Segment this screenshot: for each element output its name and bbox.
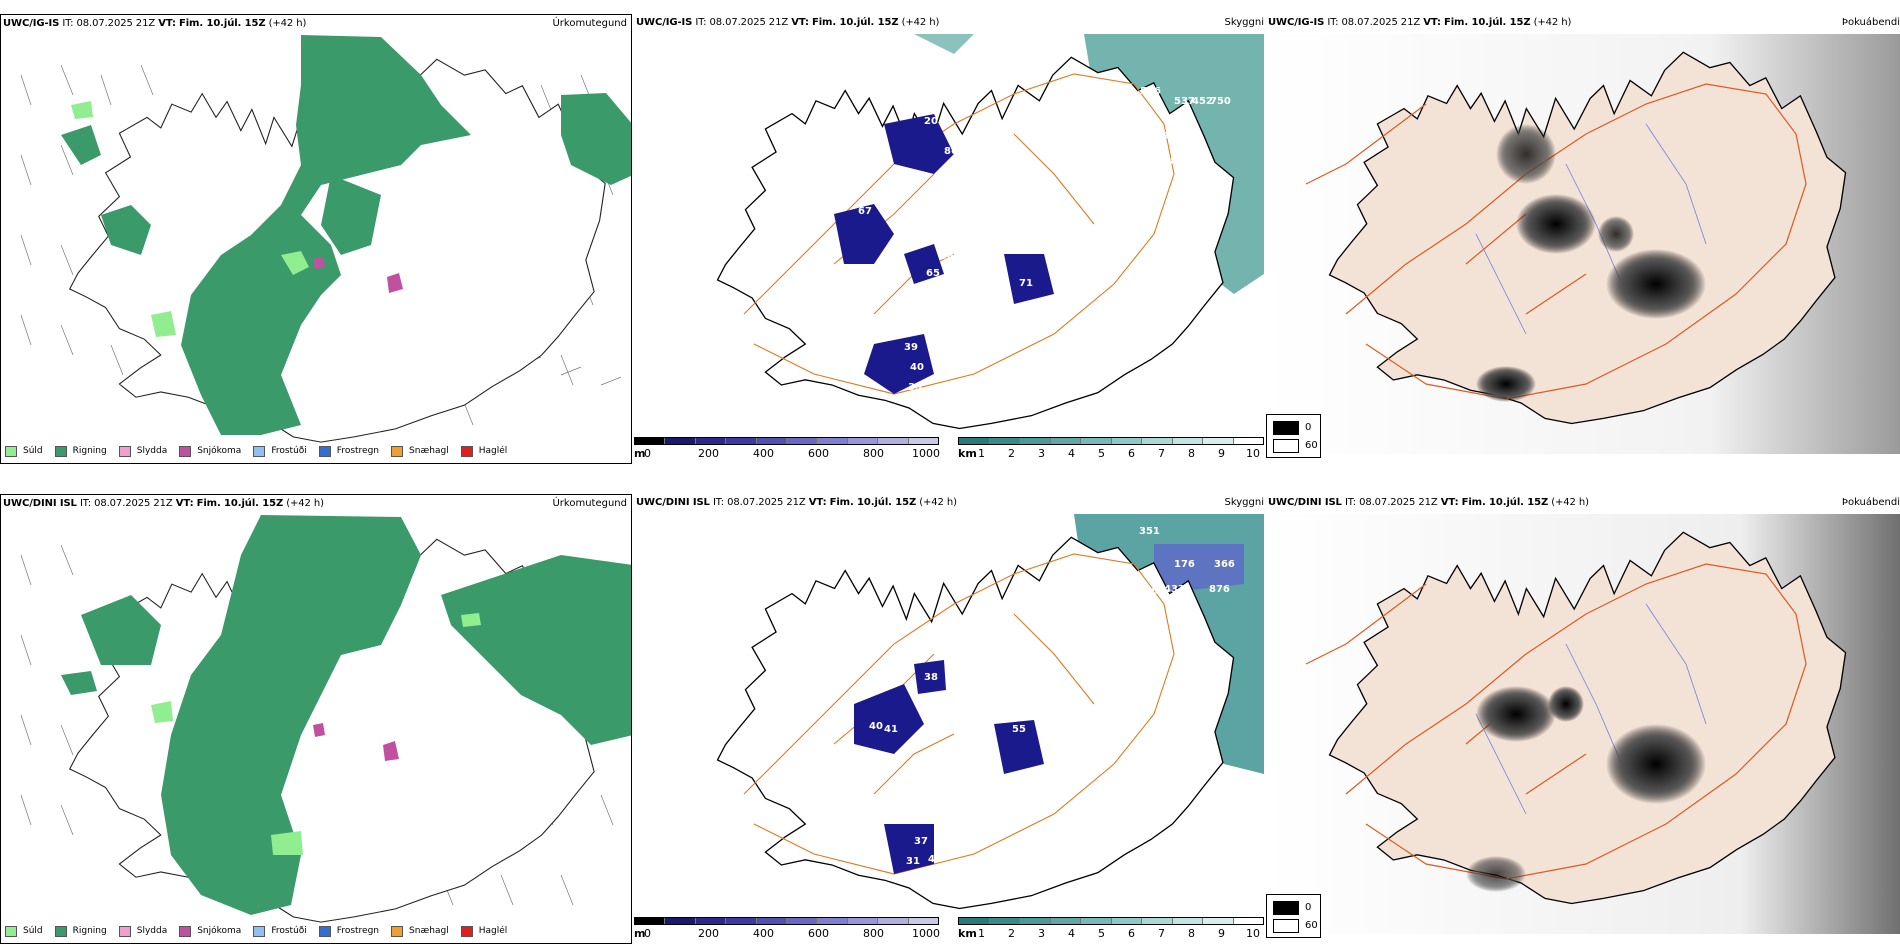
- svg-text:81: 81: [888, 316, 902, 327]
- svg-text:40: 40: [910, 362, 924, 373]
- fog-map-bottom: [1266, 514, 1900, 934]
- svg-text:63: 63: [904, 816, 918, 827]
- fog-index-areas: [1476, 124, 1706, 402]
- svg-text:31: 31: [936, 386, 950, 397]
- row2-precip-header: UWC/DINI ISL IT: 08.07.2025 21Z VT: Fim.…: [3, 498, 324, 509]
- legend-item-rigning: Rigning: [54, 445, 107, 457]
- svg-text:70: 70: [889, 221, 903, 232]
- svg-text:42: 42: [928, 854, 942, 865]
- model-name: UWC/IG-IS: [3, 18, 60, 29]
- legend-item-slydda: Slydda: [118, 445, 167, 457]
- fog-legend: 0 60: [1266, 894, 1321, 938]
- low-cloud-areas: [834, 114, 1054, 394]
- legend-item-frostudi: Frostúði: [253, 445, 307, 457]
- svg-text:31: 31: [906, 856, 920, 867]
- svg-text:39: 39: [904, 342, 918, 353]
- svg-text:38: 38: [940, 251, 954, 262]
- km-colorbar: km 1 2 3 4 5 6 7 8 9 10: [958, 437, 1264, 463]
- legend-item-snjokoma: Snjókoma: [179, 445, 241, 457]
- svg-text:86: 86: [944, 146, 958, 157]
- legend-item-haglel: Haglél: [460, 445, 507, 457]
- legend-item-sudd: Súld: [5, 445, 43, 457]
- svg-text:71: 71: [1019, 278, 1033, 289]
- precip-map-bottom: [20, 515, 631, 923]
- svg-text:37: 37: [914, 836, 928, 847]
- legend-item-snaehagl: Snæhagl: [391, 445, 449, 457]
- legend-item-haglel: Haglél: [460, 925, 507, 937]
- cloud-map-panel-top: 70 38 38 65 71 81 39 40 35 31 58 536 537…: [634, 14, 1264, 464]
- svg-text:38: 38: [934, 728, 948, 739]
- cloud-product-title: Skyggni: [1224, 497, 1264, 508]
- km-colorbar: km 1 2 3 4 5 6 7 8 9 10: [958, 917, 1264, 943]
- cloud-map-panel-bottom: 38 40 41 70 55 63 37 31 42 38 351 176 36…: [634, 494, 1264, 944]
- legend-item-frostregn: Frostregn: [318, 925, 379, 937]
- legend-item-frostudi: Frostúði: [253, 925, 307, 937]
- legend-item-snaehagl: Snæhagl: [391, 925, 449, 937]
- svg-text:67: 67: [858, 206, 872, 217]
- svg-text:107: 107: [1140, 606, 1161, 617]
- svg-text:80: 80: [1170, 156, 1184, 167]
- precip-product-title: Úrkomutegund: [552, 18, 627, 29]
- svg-text:709: 709: [1148, 131, 1169, 142]
- svg-text:38: 38: [924, 672, 938, 683]
- svg-text:40: 40: [869, 721, 883, 732]
- height-colorbar: m 0 200 400 600 800 1000: [634, 437, 944, 463]
- precip-map-panel-bottom: UWC/DINI ISL IT: 08.07.2025 21Z VT: Fim.…: [0, 494, 632, 944]
- rain-areas: [61, 35, 631, 435]
- svg-text:65: 65: [926, 268, 940, 279]
- svg-text:70: 70: [852, 748, 866, 759]
- row2-cloud-header: UWC/DINI ISL IT: 08.07.2025 21Z VT: Fim.…: [636, 497, 957, 508]
- svg-text:35: 35: [908, 382, 922, 393]
- svg-text:876: 876: [1209, 584, 1230, 595]
- fog-map-top: [1266, 34, 1900, 454]
- svg-text:537: 537: [1174, 96, 1195, 107]
- svg-text:366: 366: [1214, 559, 1235, 570]
- legend-item-snjokoma: Snjókoma: [179, 925, 241, 937]
- row1-cloud-header: UWC/IG-IS IT: 08.07.2025 21Z VT: Fim. 10…: [636, 17, 940, 28]
- cloud-map-bottom: 38 40 41 70 55 63 37 31 42 38 351 176 36…: [716, 514, 1264, 910]
- svg-text:750: 750: [1210, 96, 1231, 107]
- row2-fog-header: UWC/DINI ISL IT: 08.07.2025 21Z VT: Fim.…: [1268, 497, 1589, 508]
- precip-legend: Súld Rigning Slydda Snjókoma Frostúði Fr…: [5, 923, 519, 939]
- precip-map-top: [20, 35, 631, 443]
- legend-item-slydda: Slydda: [118, 925, 167, 937]
- svg-text:76: 76: [1144, 586, 1158, 597]
- svg-text:107: 107: [954, 181, 975, 192]
- precip-map-panel-top: UWC/IG-IS IT: 08.07.2025 21Z VT: Fim. 10…: [0, 14, 632, 464]
- legend-item-sudd: Súld: [5, 925, 43, 937]
- legend-item-rigning: Rigning: [54, 925, 107, 937]
- svg-text:55: 55: [1012, 724, 1026, 735]
- fog-legend: 0 60: [1266, 414, 1321, 458]
- precip-legend: Súld Rigning Slydda Snjókoma Frostúði Fr…: [5, 443, 519, 459]
- svg-text:176: 176: [1174, 559, 1195, 570]
- visibility-labels: 70 38 38 65 71 81 39 40 35 31 58 536 537…: [804, 86, 1231, 397]
- cloud-map-top: 70 38 38 65 71 81 39 40 35 31 58 536 537…: [716, 34, 1264, 430]
- fog-map-panel-bottom: UWC/DINI ISL IT: 08.07.2025 21Z VT: Fim.…: [1266, 494, 1900, 944]
- svg-text:20: 20: [924, 116, 938, 127]
- row1-fog-header: UWC/IG-IS IT: 08.07.2025 21Z VT: Fim. 10…: [1268, 17, 1572, 28]
- svg-text:433: 433: [1164, 584, 1185, 595]
- legend-item-frostregn: Frostregn: [318, 445, 379, 457]
- fog-product-title: Þokuábendi: [1841, 497, 1900, 508]
- svg-text:58: 58: [804, 276, 818, 287]
- svg-text:536: 536: [1140, 86, 1161, 97]
- svg-text:351: 351: [1139, 526, 1160, 537]
- precip-product-title: Úrkomutegund: [552, 498, 627, 509]
- fog-map-panel-top: UWC/IG-IS IT: 08.07.2025 21Z VT: Fim. 10…: [1266, 14, 1900, 464]
- cloud-product-title: Skyggni: [1224, 17, 1264, 28]
- fog-product-title: Þokuábendi: [1841, 17, 1900, 28]
- height-colorbar: m 0 200 400 600 800 1000: [634, 917, 944, 943]
- svg-text:38: 38: [882, 275, 896, 286]
- svg-text:41: 41: [884, 724, 898, 735]
- svg-text:452: 452: [1192, 96, 1213, 107]
- row1-precip-header: UWC/IG-IS IT: 08.07.2025 21Z VT: Fim. 10…: [3, 18, 307, 29]
- roads: [1305, 83, 1807, 400]
